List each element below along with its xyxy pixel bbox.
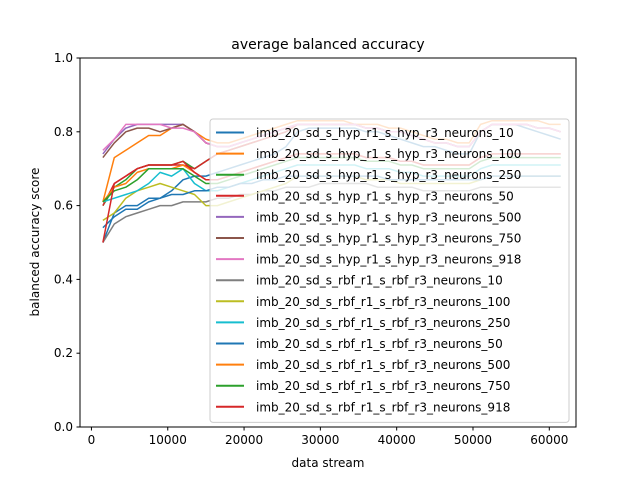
y-axis-label: balanced accuracy score bbox=[28, 168, 42, 317]
x-tick-label: 30000 bbox=[301, 433, 339, 447]
legend-box bbox=[209, 118, 570, 423]
legend-entry: imb_20_sd_s_hyp_r1_s_hyp_r3_neurons_500 bbox=[256, 210, 521, 224]
x-tick-label: 40000 bbox=[378, 433, 416, 447]
legend-entry: imb_20_sd_s_hyp_r1_s_hyp_r3_neurons_250 bbox=[256, 168, 521, 182]
legend: imb_20_sd_s_hyp_r1_s_hyp_r3_neurons_10im… bbox=[209, 118, 570, 423]
legend-entry: imb_20_sd_s_hyp_r1_s_hyp_r3_neurons_750 bbox=[256, 232, 521, 246]
x-axis-label: data stream bbox=[292, 456, 365, 470]
y-tick-label: 0.2 bbox=[54, 346, 73, 360]
y-tick-label: 0.4 bbox=[54, 272, 73, 286]
x-tick-label: 0 bbox=[88, 433, 96, 447]
x-tick-label: 10000 bbox=[149, 433, 187, 447]
x-tick-label: 60000 bbox=[530, 433, 568, 447]
legend-entry: imb_20_sd_s_hyp_r1_s_hyp_r3_neurons_50 bbox=[256, 189, 514, 203]
x-tick-label: 20000 bbox=[225, 433, 263, 447]
y-tick-label: 0.8 bbox=[54, 125, 73, 139]
legend-entry: imb_20_sd_s_hyp_r1_s_hyp_r3_neurons_100 bbox=[256, 147, 521, 161]
y-tick-label: 0.0 bbox=[54, 420, 73, 434]
legend-entry: imb_20_sd_s_rbf_r1_s_rbf_r3_neurons_50 bbox=[256, 337, 503, 351]
legend-entry: imb_20_sd_s_rbf_r1_s_rbf_r3_neurons_100 bbox=[256, 295, 510, 309]
y-tick-label: 1.0 bbox=[54, 51, 73, 65]
chart-title: average balanced accuracy bbox=[231, 37, 424, 53]
legend-entry: imb_20_sd_s_rbf_r1_s_rbf_r3_neurons_10 bbox=[256, 274, 503, 288]
plot-frame bbox=[79, 57, 577, 428]
ticks-layer: 0 10000 20000 30000 40000 50000 60000 0.0 0.2 0.4… bbox=[54, 51, 568, 447]
legend-entry: imb_20_sd_s_rbf_r1_s_rbf_r3_neurons_250 bbox=[256, 316, 510, 330]
legend-entry: imb_20_sd_s_rbf_r1_s_rbf_r3_neurons_750 bbox=[256, 379, 510, 393]
legend-entry: imb_20_sd_s_rbf_r1_s_rbf_r3_neurons_500 bbox=[256, 358, 510, 372]
x-tick-label: 50000 bbox=[454, 433, 492, 447]
legend-entry: imb_20_sd_s_hyp_r1_s_hyp_r3_neurons_918 bbox=[256, 253, 521, 267]
legend-entry: imb_20_sd_s_hyp_r1_s_hyp_r3_neurons_10 bbox=[256, 126, 514, 140]
legend-entry: imb_20_sd_s_rbf_r1_s_rbf_r3_neurons_918 bbox=[256, 400, 510, 414]
y-tick-label: 0.6 bbox=[54, 199, 73, 213]
